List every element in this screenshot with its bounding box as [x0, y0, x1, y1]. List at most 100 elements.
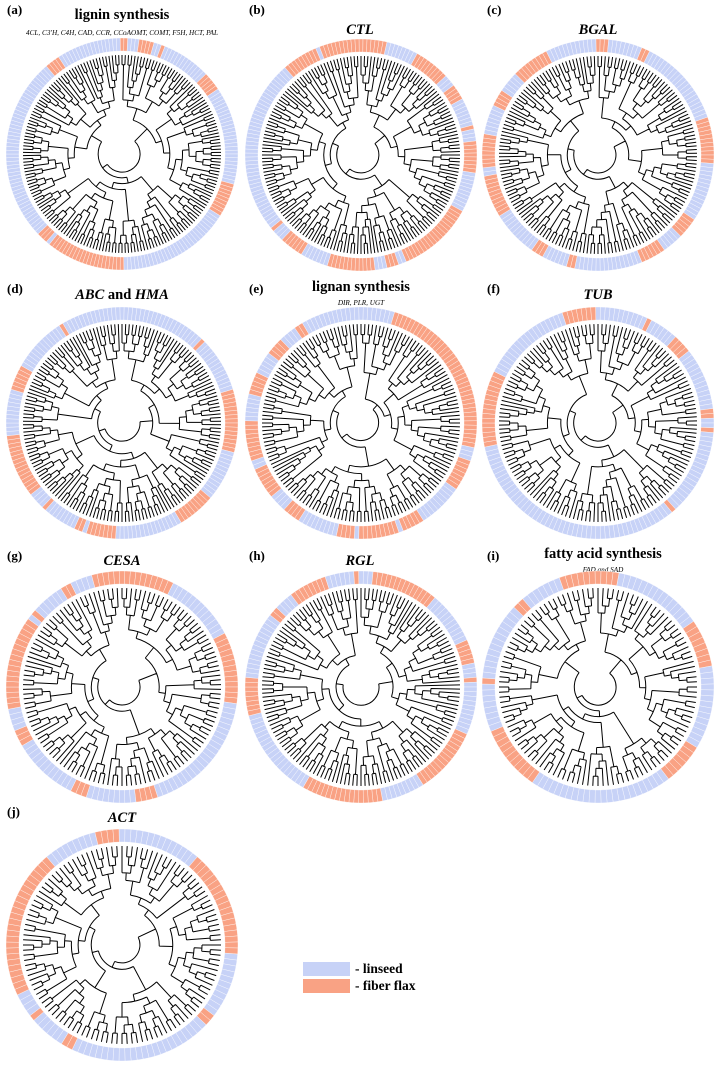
tree-branches: [498, 324, 698, 522]
tree-branch-path: [262, 324, 460, 522]
ring-segment-fiber-flax: [481, 417, 496, 424]
ring-segment-linseed: [5, 418, 20, 424]
ring-segment-linseed: [224, 153, 239, 159]
ring-segment-fiber-flax: [224, 418, 239, 424]
panel-label: (e): [249, 281, 264, 296]
ring-segment-fiber-flax: [481, 158, 496, 164]
panel-label: (g): [7, 548, 23, 563]
tree-branch-path: [498, 324, 698, 522]
ring-segment-fiber-flax: [700, 150, 715, 156]
tree-branches: [262, 324, 460, 522]
legend-item-fiber-flax: - fiber flax: [303, 977, 416, 994]
ring-segment-fiber-flax: [362, 789, 369, 804]
panel-title: BGAL: [578, 22, 618, 38]
panel-title: CTL: [346, 22, 374, 38]
ring-segment-fiber-flax: [463, 677, 478, 683]
ring-segment-fiber-flax: [224, 414, 239, 420]
tree-branch-path: [22, 55, 222, 253]
tree-branches: [22, 324, 222, 522]
ring-segment-linseed: [700, 417, 715, 424]
title-part-hma: HMA: [134, 287, 169, 303]
ring-segment-linseed: [118, 1047, 126, 1062]
ring-segment-fiber-flax: [463, 415, 478, 422]
ring-segment-linseed: [700, 677, 715, 685]
ring-segment-linseed: [5, 426, 20, 432]
phylogenetic-tree: [244, 38, 478, 272]
ring-segment-fiber-flax: [362, 257, 368, 272]
ring-segment-fiber-flax: [595, 38, 601, 53]
ring-segment-linseed: [124, 789, 131, 804]
legend-swatch-linseed: [303, 961, 350, 976]
ring-segment-fiber-flax: [119, 570, 125, 585]
ring-segment-linseed: [595, 257, 601, 272]
panel-label: (j): [7, 804, 20, 819]
panel-subtitle: DIR, PLR, UGT: [337, 299, 385, 307]
phylogenetic-tree: [481, 306, 715, 540]
ring-segment-linseed: [599, 257, 605, 272]
ring-segment-linseed: [700, 422, 715, 429]
ring-segment-fiber-flax: [463, 148, 478, 154]
ring-segment-fiber-flax: [244, 691, 259, 697]
ring-segment-fiber-flax: [481, 422, 496, 429]
phylogenetic-tree: [5, 828, 239, 1062]
ring-segment-fiber-flax: [358, 257, 364, 272]
ring-segment-fiber-flax: [358, 789, 364, 804]
ring-segment-fiber-flax: [119, 256, 125, 271]
tree-branches: [262, 56, 460, 254]
panel-title: lignin synthesis: [74, 7, 170, 23]
ring-segment-fiber-flax: [590, 306, 597, 321]
ring-segment-linseed: [5, 153, 20, 159]
ring-segment-fiber-flax: [224, 681, 239, 688]
ring-segment-linseed: [244, 156, 259, 162]
title-part-abc: ABC: [75, 287, 105, 303]
panel-title: RGL: [345, 553, 375, 569]
panel-label: (b): [249, 2, 265, 17]
ring-segment-fiber-flax: [463, 152, 478, 158]
ring-segment-fiber-flax: [5, 681, 20, 688]
tree-branches: [22, 55, 222, 253]
ring-segment-linseed: [123, 256, 128, 271]
phylogenetic-tree: [481, 570, 715, 804]
ring-segment-fiber-flax: [224, 675, 239, 683]
tree-branches: [22, 588, 222, 786]
panel-title: TUB: [583, 287, 613, 303]
ring-segment-fiber-flax: [5, 686, 20, 693]
panel-label: (c): [487, 2, 502, 17]
ring-segment-fiber-flax: [594, 570, 602, 585]
ring-segment-fiber-flax: [700, 154, 715, 160]
ring-segment-fiber-flax: [362, 525, 369, 540]
phylogenetic-tree: [5, 570, 239, 804]
phylogenetic-tree: [5, 306, 239, 540]
panel-label: (a): [7, 2, 23, 17]
panel-subtitle: 4CL, C3'H, C4H, CAD, CCR, CCoAOMT, COMT,…: [26, 29, 218, 37]
ring-segment-linseed: [119, 306, 125, 321]
ring-segment-fiber-flax: [353, 570, 360, 585]
ring-segment-fiber-flax: [119, 37, 125, 52]
ring-segment-fiber-flax: [700, 413, 715, 419]
ring-segment-fiber-flax: [244, 686, 259, 693]
phylogenetic-tree: [244, 570, 478, 804]
panel-title: ACT: [107, 810, 137, 826]
ring-segment-fiber-flax: [244, 681, 259, 688]
ring-segment-linseed: [595, 306, 601, 321]
ring-segment-linseed: [5, 149, 20, 155]
legend-swatch-fiber-flax: [303, 978, 350, 993]
ring-segment-linseed: [591, 38, 597, 53]
tree-branches: [23, 846, 221, 1044]
phylogenetic-tree: [481, 38, 715, 272]
panel-title: ABC and HMA: [52, 287, 192, 304]
ring-segment-fiber-flax: [244, 424, 259, 431]
panel-title: CESA: [103, 553, 141, 569]
panel-title: fatty acid synthesis: [544, 546, 662, 562]
ring-segment-linseed: [595, 525, 601, 540]
ring-segment-linseed: [244, 152, 259, 158]
ring-segment-linseed: [481, 683, 496, 691]
panel-label: (d): [7, 281, 23, 296]
ring-segment-fiber-flax: [112, 828, 120, 843]
ring-segment-fiber-flax: [700, 146, 715, 152]
panel-subtitle: FAD and SAD: [582, 566, 624, 574]
tree-branch-path: [498, 56, 698, 254]
ring-segment-fiber-flax: [5, 947, 20, 955]
ring-segment-fiber-flax: [5, 941, 20, 949]
ring-segment-fiber-flax: [481, 154, 496, 160]
